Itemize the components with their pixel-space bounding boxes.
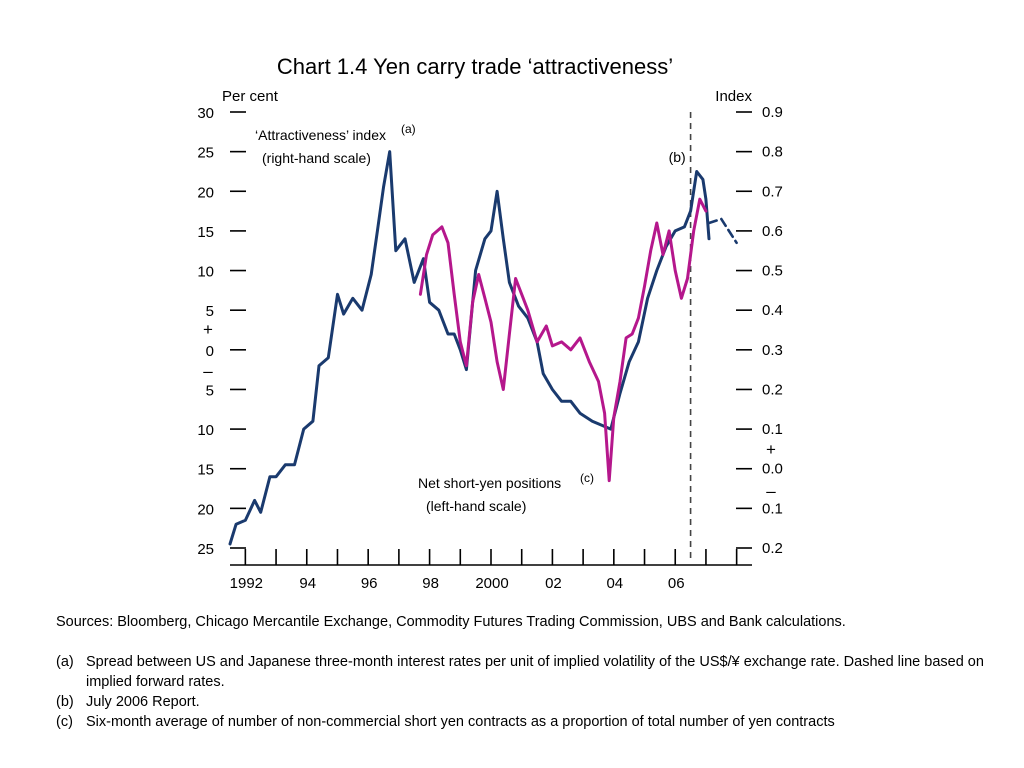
right-axis-tick-label: 0.9 — [762, 104, 783, 121]
footnote-key: (a) — [56, 654, 74, 670]
chart-notes: Sources: Bloomberg, Chicago Mercantile E… — [56, 612, 986, 732]
footnote-a: (a) Spread between US and Japanese three… — [56, 652, 986, 692]
sources-note: Sources: Bloomberg, Chicago Mercantile E… — [56, 614, 846, 630]
left-axis-tick-label: 25 — [197, 145, 214, 162]
left-axis-tick-label: 10 — [197, 422, 214, 439]
report-date-marker-label: (b) — [669, 149, 686, 165]
right-axis-tick-label: 0.1 — [762, 421, 783, 438]
left-axis-tick-label: 5 — [206, 303, 214, 320]
right-axis-tick-label: 0.1 — [762, 500, 783, 517]
right-axis-tick-label: 0.2 — [762, 540, 783, 557]
right-axis-tick-label: 0.8 — [762, 144, 783, 161]
right-axis-plus-sign: + — [766, 440, 776, 459]
left-axis-tick-label: 0 — [206, 343, 214, 360]
chart-title: Chart 1.4 Yen carry trade ‘attractivenes… — [276, 54, 674, 79]
right-axis-tick-label: 0.6 — [762, 223, 783, 240]
left-axis-tick-label: 20 — [197, 501, 214, 518]
left-axis-tick-label: 5 — [206, 382, 214, 399]
right-axis-tick-label: 0.3 — [762, 342, 783, 359]
footnote-text: Six-month average of number of non-comme… — [86, 714, 835, 730]
net-short-yen-label-note: (c) — [580, 471, 594, 485]
x-axis-tick-label: 06 — [668, 575, 685, 592]
left-axis-tick-label: 15 — [197, 224, 214, 241]
x-axis-tick-label: 04 — [606, 575, 623, 592]
right-axis-unit-label: Index — [715, 88, 752, 105]
chart-canvas: 30 25 20 15 10 5 0 5 10 15 20 25 Per cent + – 0.9 0.8 0.7… — [197, 88, 783, 592]
left-axis-tick-label: 25 — [197, 541, 214, 558]
right-axis-tick-label: 0.4 — [762, 302, 783, 319]
attractiveness-scale-note: (right-hand scale) — [262, 150, 371, 166]
left-axis-tick-label: 10 — [197, 264, 214, 281]
left-axis-tick-label: 15 — [197, 462, 214, 479]
left-axis-minus-sign: – — [203, 362, 213, 381]
right-axis-tick-label: 0.2 — [762, 381, 783, 398]
x-axis-tick-label: 96 — [361, 575, 378, 592]
left-axis-plus-sign: + — [203, 320, 213, 339]
footnote-key: (c) — [56, 714, 73, 730]
footnote-text: Spread between US and Japanese three-mon… — [86, 654, 984, 690]
left-axis-tick-label: 30 — [197, 105, 214, 122]
right-axis-tick-label: 0.7 — [762, 183, 783, 200]
attractiveness-index-line — [228, 150, 711, 546]
footnote-text: July 2006 Report. — [86, 694, 200, 710]
net-short-yen-label: Net short-yen positions — [418, 475, 561, 491]
attractiveness-label: ‘Attractiveness’ index — [255, 127, 386, 143]
footnote-b: (b) July 2006 Report. — [56, 692, 986, 712]
attractiveness-label-note: (a) — [401, 122, 416, 136]
attractiveness-forward-dashed-line — [707, 217, 738, 245]
x-axis-tick-label: 94 — [299, 575, 316, 592]
x-axis-tick-label: 02 — [545, 575, 562, 592]
footnote-c: (c) Six-month average of number of non-c… — [56, 712, 986, 732]
right-axis-tick-label: 0.5 — [762, 263, 783, 280]
right-axis-minus-sign: – — [766, 482, 776, 501]
footnote-key: (b) — [56, 694, 74, 710]
left-axis-unit-label: Per cent — [222, 88, 279, 105]
right-axis-tick-label: 0.0 — [762, 461, 783, 478]
x-axis-tick-label: 1992 — [230, 575, 263, 592]
x-axis-tick-label: 2000 — [475, 575, 508, 592]
net-short-yen-line — [418, 197, 708, 483]
x-axis-tick-label: 98 — [422, 575, 439, 592]
left-axis-tick-label: 20 — [197, 184, 214, 201]
net-short-yen-scale-note: (left-hand scale) — [426, 498, 526, 514]
